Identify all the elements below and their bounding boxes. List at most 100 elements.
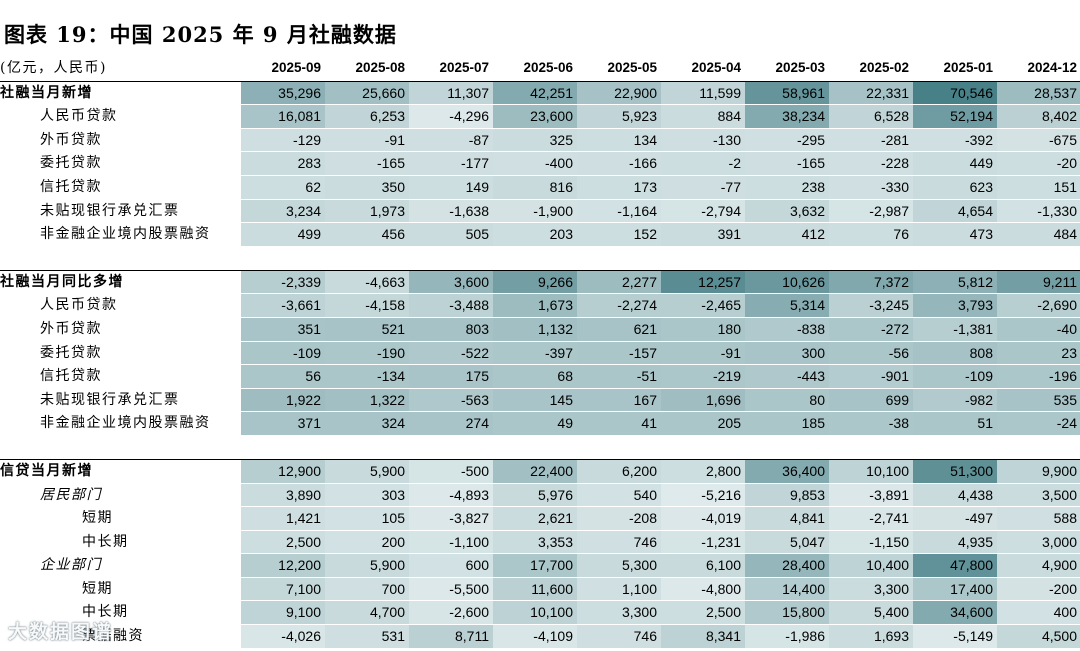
table-cell: 238	[745, 175, 829, 199]
table-cell: -1,164	[577, 199, 661, 223]
table-cell: -281	[829, 128, 913, 152]
table-cell: -2,274	[577, 294, 661, 317]
table-cell: -157	[577, 341, 661, 365]
table-cell: 4,500	[997, 625, 1080, 648]
table-cell: -330	[829, 175, 913, 199]
table-cell: -2,794	[661, 199, 745, 223]
table-cell: 9,853	[745, 483, 829, 507]
table-cell: 3,500	[997, 483, 1080, 507]
table-cell: -2,339	[241, 270, 325, 294]
table-cell: 8,402	[997, 105, 1080, 128]
table-row: 非金融企业境内股票融资 371 324 274 49 41 205 185 -38 51 -24	[0, 412, 1080, 436]
table-cell: 5,900	[325, 459, 409, 483]
table-cell: -2,600	[409, 601, 493, 625]
table-cell: 540	[577, 483, 661, 507]
table-cell: 12,200	[241, 554, 325, 577]
table-cell: -3,891	[829, 483, 913, 507]
row-label: 人民币贷款	[40, 297, 118, 314]
table-cell: 15,800	[745, 601, 829, 625]
table-cell: 473	[913, 223, 997, 246]
column-header: 2025-02	[859, 60, 909, 75]
row-label: 外币贷款	[40, 131, 102, 148]
table-cell: 10,100	[829, 459, 913, 483]
table-cell: 175	[409, 365, 493, 388]
table-cell: 145	[493, 388, 577, 412]
table-cell: 5,812	[913, 270, 997, 294]
table-cell: 803	[409, 317, 493, 341]
table-cell: -4,019	[661, 507, 745, 530]
table-cell: -3,827	[409, 507, 493, 530]
table-cell: -166	[577, 152, 661, 175]
row-label: 票据融资	[82, 628, 144, 645]
table-cell: 2,800	[661, 459, 745, 483]
table-cell: -5,149	[913, 625, 997, 648]
table-cell: 1,696	[661, 388, 745, 412]
table-cell: 505	[409, 223, 493, 246]
table-cell: -3,661	[241, 294, 325, 317]
table-cell: -4,893	[409, 483, 493, 507]
table-row: 社融当月同比多增 -2,339 -4,663 3,600 9,266 2,277 12,25…	[0, 270, 1080, 295]
column-header: 2025-06	[523, 60, 573, 75]
table-row: 短期 1,421 105 -3,827 2,621 -208 -4,019 4,841 -2,7…	[0, 507, 1080, 531]
table-row: 外币贷款 351 521 803 1,132 621 180 -838 -272 -1,381 -4…	[0, 317, 1080, 342]
table-cell: 7,100	[241, 577, 325, 601]
table-cell: 58,961	[745, 81, 829, 105]
table-row: 委托贷款 -109 -190 -522 -397 -157 -91 300 -56 808 23	[0, 341, 1080, 366]
table-cell: 173	[577, 175, 661, 199]
table-cell: 105	[325, 507, 409, 530]
table-cell: 38,234	[745, 105, 829, 128]
table-row: 票据融资 -4,026 531 8,711 -4,109 746 8,341 -1,986 1,…	[0, 625, 1080, 649]
table-cell: 180	[661, 317, 745, 341]
table-cell: 49	[493, 412, 577, 435]
column-header: 2025-08	[355, 60, 405, 75]
table-cell: 1,973	[325, 199, 409, 223]
table-cell: 34,600	[913, 601, 997, 625]
table-row: 外币贷款 -129 -91 -87 325 134 -130 -295 -281 -392 -675	[0, 128, 1080, 153]
column-header: 2024-12	[1027, 60, 1077, 75]
table-cell: 484	[997, 223, 1080, 246]
section-divider	[0, 436, 1080, 460]
table-cell: 11,599	[661, 81, 745, 105]
table-cell: 4,654	[913, 199, 997, 223]
table-cell: -129	[241, 128, 325, 152]
table-cell: 9,900	[997, 459, 1080, 483]
column-header: 2025-05	[607, 60, 657, 75]
table-cell: 10,400	[829, 554, 913, 577]
table-cell: 28,537	[997, 81, 1080, 105]
table-cell: 6,200	[577, 459, 661, 483]
table-cell: 412	[745, 223, 829, 246]
table-row: 人民币贷款 -3,661 -4,158 -3,488 1,673 -2,274 -2,465…	[0, 294, 1080, 318]
table-cell: 699	[829, 388, 913, 412]
table-cell: -196	[997, 365, 1080, 388]
table-cell: -1,100	[409, 530, 493, 554]
table-cell: 400	[997, 601, 1080, 625]
table-cell: -1,231	[661, 530, 745, 554]
table-row: 信托贷款 62 350 149 816 173 -77 238 -330 623 151	[0, 175, 1080, 200]
table-cell: 8,341	[661, 625, 745, 648]
row-label: 非金融企业境内股票融资	[40, 415, 211, 432]
table-cell: 5,900	[325, 554, 409, 577]
row-label: 信贷当月新增	[0, 462, 93, 479]
table-cell: 17,700	[493, 554, 577, 577]
table-cell: 5,047	[745, 530, 829, 554]
table-cell: 303	[325, 483, 409, 507]
table-cell: 149	[409, 175, 493, 199]
table-cell: 10,100	[493, 601, 577, 625]
table-cell: -190	[325, 341, 409, 365]
table-cell: 134	[577, 128, 661, 152]
table-cell: -208	[577, 507, 661, 530]
unit-label: (亿元，人民币)	[0, 60, 107, 76]
table-cell: 3,600	[409, 270, 493, 294]
table-cell: 9,100	[241, 601, 325, 625]
table-cell: -130	[661, 128, 745, 152]
table-cell: 4,935	[913, 530, 997, 554]
table-cell: 62	[241, 175, 325, 199]
table-cell: -4,663	[325, 270, 409, 294]
table-row: 信托贷款 56 -134 175 68 -51 -219 -443 -901 -109 -196	[0, 365, 1080, 389]
table-cell: -40	[997, 317, 1080, 341]
table-cell: 8,711	[409, 625, 493, 648]
table-cell: 47,800	[913, 554, 997, 577]
table-row: 委托贷款 283 -165 -177 -400 -166 -2 -165 -228 449 -20	[0, 152, 1080, 176]
table-cell: 14,400	[745, 577, 829, 601]
table-cell: 68	[493, 365, 577, 388]
